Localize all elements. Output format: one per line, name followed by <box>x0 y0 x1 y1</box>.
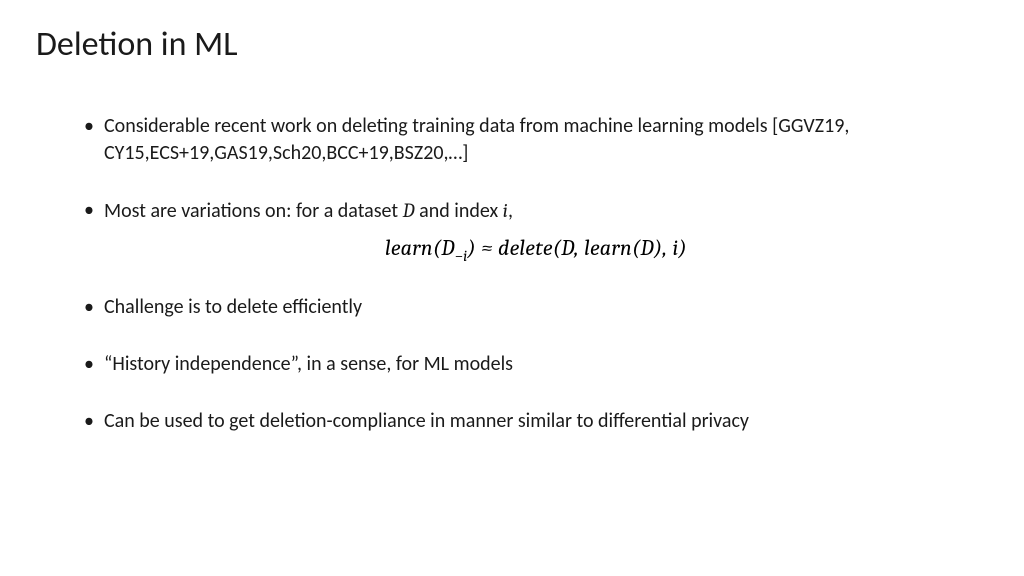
bullet-list: Challenge is to delete efficiently “Hist… <box>84 294 988 435</box>
math-var-d: D <box>403 199 415 222</box>
formula-rparen1: ) <box>468 235 476 261</box>
formula-d1: D <box>441 235 454 261</box>
bullet-text: Challenge is to delete efficiently <box>104 295 362 319</box>
formula-d3: D <box>641 235 654 261</box>
formula-lparen3: ( <box>632 235 640 261</box>
bullet-text: Considerable recent work on deleting tra… <box>104 114 849 165</box>
formula-sub1-i: i <box>463 247 467 265</box>
formula-approx: ≈ <box>476 235 498 261</box>
bullet-item: Challenge is to delete efficiently <box>84 294 988 321</box>
formula-lparen2: ( <box>553 235 561 261</box>
bullet-text-post: , <box>508 199 513 223</box>
formula-sub1: −i <box>455 247 468 265</box>
bullet-item: “History independence”, in a sense, for … <box>84 351 988 378</box>
bullet-text-pre: Most are variations on: for a dataset <box>104 199 403 223</box>
formula-learn2: learn <box>584 235 632 261</box>
bullet-item: Considerable recent work on deleting tra… <box>84 113 988 167</box>
bullet-text-mid: and index <box>415 199 503 223</box>
bullet-list: Considerable recent work on deleting tra… <box>84 113 988 225</box>
slide-content: Considerable recent work on deleting tra… <box>36 113 988 435</box>
formula-rparen2: ) <box>679 235 687 261</box>
formula-learn1: learn <box>385 235 433 261</box>
slide: Deletion in ML Considerable recent work … <box>0 0 1024 576</box>
bullet-text: Can be used to get deletion-compliance i… <box>104 409 749 433</box>
formula-comma1: , <box>574 235 584 261</box>
formula-d2: D <box>561 235 574 261</box>
formula-delete: delete <box>498 235 553 261</box>
bullet-item: Can be used to get deletion-compliance i… <box>84 408 988 435</box>
formula-sub1-pre: − <box>455 247 463 265</box>
slide-title: Deletion in ML <box>36 24 988 65</box>
bullet-item: Most are variations on: for a dataset D … <box>84 197 988 225</box>
formula: learn(D−i) ≈ delete(D, learn(D), i) <box>84 235 988 264</box>
bullet-text: “History independence”, in a sense, for … <box>104 352 513 376</box>
formula-comma2: , <box>662 235 672 261</box>
